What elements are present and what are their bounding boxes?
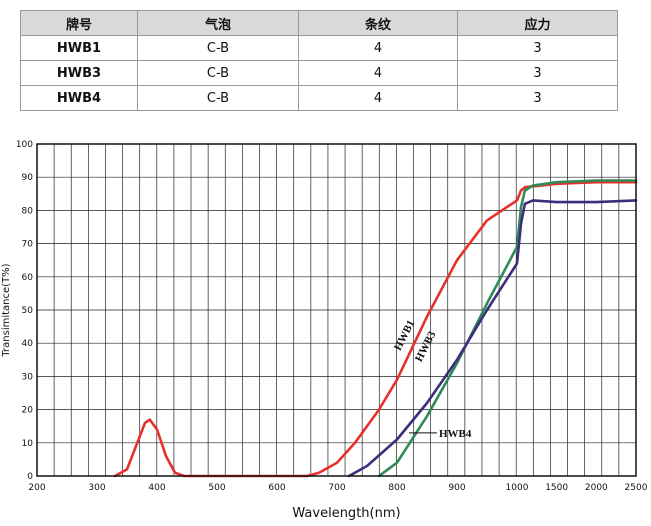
x-tick-label: 400	[148, 483, 165, 493]
y-tick-label: 0	[27, 472, 33, 482]
y-tick-label: 100	[16, 140, 33, 150]
y-tick-label: 60	[22, 273, 34, 283]
cell-grade: HWB3	[20, 60, 138, 86]
cell-grade: HWB1	[20, 35, 138, 61]
transmittance-chart: 0 10 20 30 40 50 60 70 80 90 100 200 300 400 500 600 700…	[1, 140, 648, 521]
y-axis-label: Transimitance(T%)	[1, 263, 12, 357]
series-label-hwb4: HWB4	[439, 428, 472, 440]
header-stress: 应力	[457, 10, 618, 36]
series-line-hwb3	[377, 179, 638, 478]
cell-bubbles: C-B	[137, 85, 299, 111]
cell-striae: 4	[298, 35, 458, 61]
x-tick-label: 600	[268, 483, 285, 493]
y-tick-label: 80	[22, 206, 34, 216]
y-tick-label: 10	[22, 439, 34, 449]
cell-grade: HWB4	[20, 85, 138, 111]
cell-striae: 4	[298, 60, 458, 86]
x-tick-label: 900	[448, 483, 465, 493]
x-tick-label: 500	[208, 483, 225, 493]
cell-stress: 3	[457, 60, 618, 86]
chart-ticks: 0 10 20 30 40 50 60 70 80 90 100 200 300 400 500 600 700…	[16, 140, 648, 493]
x-tick-label: 300	[88, 483, 105, 493]
chart-curves	[113, 179, 638, 478]
x-tick-label: 800	[388, 483, 405, 493]
y-tick-label: 90	[22, 173, 34, 183]
chart-grid	[37, 143, 636, 477]
y-tick-label: 70	[22, 240, 34, 250]
x-tick-label: 2500	[625, 483, 648, 493]
y-tick-label: 40	[22, 339, 34, 349]
plot-frame	[36, 143, 637, 477]
y-tick-label: 20	[22, 406, 34, 416]
table-header-row: 牌号 气泡 条纹 应力	[20, 10, 618, 36]
cell-striae: 4	[298, 85, 458, 111]
table-row: HWB4 C-B 4 3	[20, 85, 618, 111]
cell-stress: 3	[457, 35, 618, 61]
x-tick-label: 700	[328, 483, 345, 493]
header-striae: 条纹	[298, 10, 458, 36]
y-tick-label: 30	[22, 372, 34, 382]
x-axis-label: Wavelength(nm)	[292, 506, 400, 521]
cell-bubbles: C-B	[137, 60, 299, 86]
y-tick-label: 50	[22, 306, 34, 316]
cell-stress: 3	[457, 85, 618, 111]
series-label-hwb3: HWB3	[413, 329, 439, 364]
table-row: HWB3 C-B 4 3	[20, 60, 618, 86]
x-tick-label: 200	[28, 483, 45, 493]
x-tick-label: 1000	[506, 483, 529, 493]
series-line-hwb4	[347, 199, 638, 478]
header-grade: 牌号	[20, 10, 138, 36]
header-bubbles: 气泡	[137, 10, 299, 36]
x-tick-label: 2000	[585, 483, 608, 493]
series-line-hwb1	[113, 180, 638, 478]
x-tick-label: 1500	[545, 483, 568, 493]
table-row: HWB1 C-B 4 3	[20, 35, 618, 61]
spec-table: 牌号 气泡 条纹 应力 HWB1 C-B 4 3 HWB3 C-B 4 3 HW…	[20, 10, 618, 111]
cell-bubbles: C-B	[137, 35, 299, 61]
